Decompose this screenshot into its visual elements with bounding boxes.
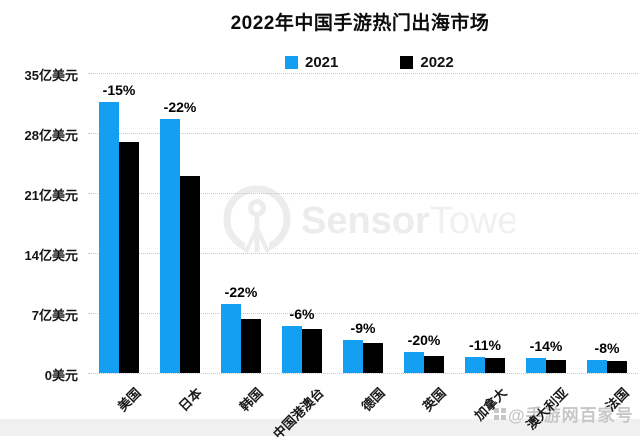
y-tick-label: 7亿美元	[31, 308, 78, 323]
bar-2021	[587, 360, 607, 373]
x-tick-label: 美国	[114, 385, 144, 415]
pct-change-label: -15%	[102, 82, 136, 99]
legend-swatch	[400, 56, 414, 69]
bar-2022	[363, 343, 383, 373]
y-tick-label: 14亿美元	[24, 248, 78, 263]
bar-2021	[404, 351, 424, 373]
legend-label: 2021	[305, 54, 339, 71]
source-watermark-text: @手游网百家号	[508, 406, 634, 425]
bottom-strip	[0, 419, 640, 436]
x-tick-label: 韩国	[236, 385, 266, 415]
gridline	[88, 313, 638, 314]
legend-swatch	[285, 56, 298, 69]
bar-2022	[424, 355, 444, 373]
bars-layer: -15% 美国 -22% 日本 -22% 韩国 -6% 中国港澳台 -9% 德国 -20% 英国 -11…	[88, 73, 638, 442]
y-axis-labels: 0美元 7亿美元 14亿美元 21亿美元 28亿美元 35亿美元	[0, 68, 80, 383]
pct-change-label: -11%	[469, 336, 501, 353]
pct-change-label: -8%	[594, 340, 620, 357]
bar-2022	[607, 361, 627, 373]
y-tick-label: 21亿美元	[24, 188, 78, 203]
gridline	[88, 73, 638, 74]
pct-change-label: -22%	[224, 283, 258, 300]
legend: 2021 2022	[285, 54, 454, 71]
bar-2022	[546, 359, 566, 373]
bar-2022	[241, 319, 261, 373]
y-tick-label: 28亿美元	[24, 128, 78, 143]
bar-2022	[485, 358, 505, 373]
legend-label: 2022	[420, 54, 454, 71]
gridline	[88, 373, 638, 374]
bar-2021	[282, 325, 302, 373]
pct-change-label: -9%	[350, 319, 376, 336]
legend-item-2022: 2022	[400, 54, 454, 71]
chart-title: 2022年中国手游热门出海市场	[230, 13, 490, 34]
gridline	[88, 253, 638, 254]
y-tick-label: 0美元	[44, 368, 78, 383]
x-tick-label: 英国	[419, 385, 449, 415]
bar-2022	[180, 175, 200, 373]
x-tick-label: 德国	[358, 385, 388, 415]
bar-2021	[526, 357, 546, 373]
pct-change-label: -20%	[407, 331, 441, 348]
bar-2022	[119, 141, 139, 373]
baijiahao-avatar-icon	[494, 407, 499, 413]
y-tick-label: 35亿美元	[24, 68, 78, 83]
pct-change-label: -22%	[163, 99, 197, 116]
bar-2022	[302, 329, 322, 373]
legend-item-2021: 2021	[285, 54, 338, 71]
gridline	[88, 193, 638, 194]
source-watermark: @手游网百家号	[494, 401, 634, 426]
bar-2021	[99, 102, 119, 373]
pct-change-label: -6%	[289, 305, 315, 322]
bar-2021	[221, 303, 241, 373]
pct-change-label: -14%	[529, 337, 563, 354]
bar-2021	[343, 339, 363, 373]
bar-2021	[160, 119, 180, 373]
gridline	[88, 133, 638, 134]
x-tick-label: 日本	[175, 385, 205, 415]
bar-2021	[465, 356, 485, 373]
plot-area: -15% 美国 -22% 日本 -22% 韩国 -6% 中国港澳台 -9% 德国 -20% 英国 -11…	[88, 73, 638, 442]
